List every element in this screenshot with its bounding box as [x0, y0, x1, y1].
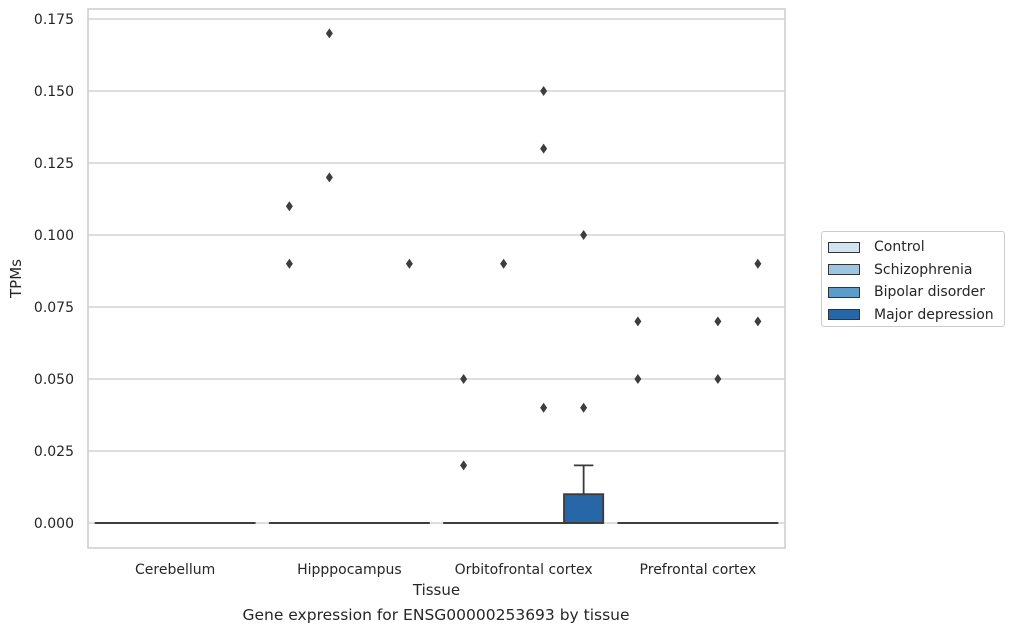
y-tick-label: 0.100	[34, 228, 74, 244]
legend-swatch	[828, 286, 860, 298]
outlier-point	[754, 258, 762, 269]
outlier-point	[634, 316, 642, 327]
outlier-point	[405, 258, 413, 269]
legend-swatch	[828, 264, 860, 276]
outlier-point	[580, 402, 588, 413]
boxes	[94, 464, 779, 524]
outlier-point	[634, 374, 642, 384]
outlier-point	[714, 374, 722, 384]
outlier-point	[460, 374, 468, 384]
legend-label: Major depression	[874, 306, 994, 323]
y-tick-label: 0.150	[34, 84, 74, 100]
outlier-point	[540, 86, 548, 96]
chart-caption: Gene expression for ENSG00000253693 by t…	[242, 606, 630, 624]
y-tick-label: 0.175	[34, 12, 74, 28]
y-axis-label: TPMs	[7, 259, 25, 299]
outliers	[285, 28, 762, 471]
legend-item: Control	[828, 236, 998, 259]
legend-swatch	[828, 309, 860, 321]
legend-label: Control	[874, 239, 925, 256]
box	[563, 493, 605, 524]
outlier-point	[325, 28, 333, 39]
legend-item: Major depression	[828, 304, 998, 327]
legend: Control Schizophrenia Bipolar disorder Majo…	[821, 231, 1005, 327]
legend-label: Bipolar disorder	[874, 284, 986, 301]
y-tick-label: 0.025	[34, 444, 74, 460]
x-axis-label: Tissue	[412, 581, 460, 599]
outlier-point	[540, 143, 548, 154]
y-tick-label: 0.050	[34, 372, 74, 388]
outlier-point	[325, 172, 333, 183]
gridlines	[88, 18, 785, 524]
y-tick-label: 0.075	[34, 300, 74, 316]
plot-area-frame	[87, 8, 786, 549]
legend-item: Bipolar disorder	[828, 281, 998, 304]
x-axis-ticks: Cerebellum Hipppocampus Orbitofrontal cort…	[135, 562, 756, 578]
x-tick-label: Hipppocampus	[297, 562, 402, 578]
outlier-point	[754, 316, 762, 327]
y-tick-label: 0.125	[34, 156, 74, 172]
legend-swatch	[828, 241, 860, 253]
outlier-point	[540, 402, 548, 413]
outlier-point	[580, 230, 588, 240]
x-tick-label: Orbitofrontal cortex	[455, 562, 593, 578]
y-tick-label: 0.000	[34, 516, 74, 532]
outlier-point	[285, 258, 293, 269]
x-tick-label: Prefrontal cortex	[640, 562, 757, 578]
legend-item: Schizophrenia	[828, 259, 998, 282]
legend-label: Schizophrenia	[874, 261, 973, 278]
x-tick-label: Cerebellum	[135, 562, 215, 578]
outlier-point	[500, 258, 508, 269]
y-axis-ticks: 0.000 0.025 0.050 0.075 0.100 0.125 0.150 0.175	[34, 12, 74, 532]
outlier-point	[460, 460, 468, 471]
outlier-point	[714, 316, 722, 327]
outlier-point	[285, 201, 293, 212]
